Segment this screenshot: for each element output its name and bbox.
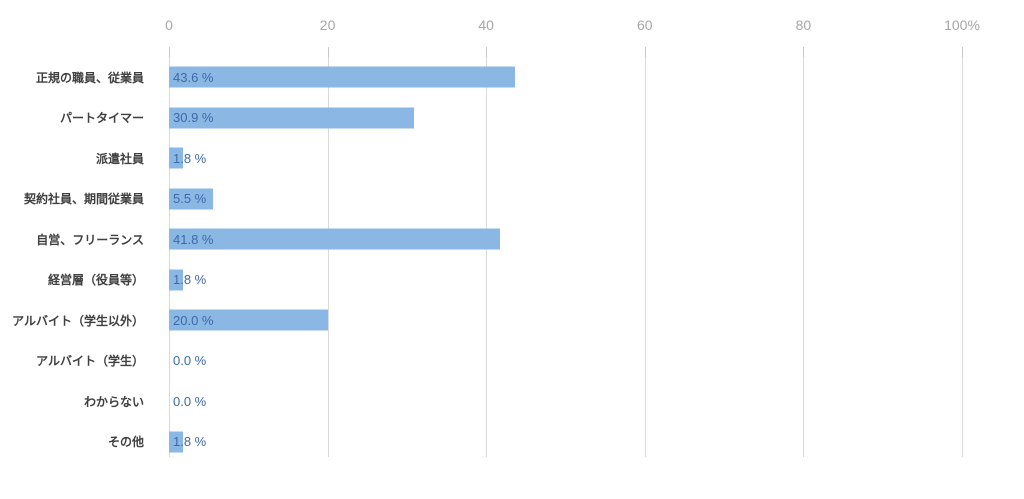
gridline: [486, 57, 488, 457]
value-label: 41.8 %: [173, 231, 214, 247]
value-label: 0.0 %: [173, 353, 207, 369]
value-label: 5.5 %: [173, 191, 207, 207]
bar: [169, 431, 184, 453]
value-label: 30.9 %: [173, 110, 214, 126]
bar-row: 正規の職員、従業員 43.6 %: [0, 57, 1024, 98]
bar: [169, 188, 213, 210]
bar-row: わからない 0.0 %: [0, 381, 1024, 422]
category-label: 自営、フリーランス: [36, 232, 144, 247]
value-label: 20.0 %: [173, 312, 214, 328]
category-label: アルバイト（学生以外）: [12, 313, 144, 328]
bar: [169, 269, 184, 291]
bar: [169, 66, 515, 88]
bar-row: その他 1.8 %: [0, 422, 1024, 463]
bar-row: 自営、フリーランス 41.8 %: [0, 219, 1024, 260]
bar: [169, 107, 415, 129]
category-label: アルバイト（学生）: [36, 354, 144, 369]
gridline: [327, 57, 329, 457]
x-axis-tick-label: 60: [637, 17, 653, 33]
value-label: 1.8 %: [173, 150, 207, 166]
category-label: 派遣社員: [95, 151, 144, 166]
category-label: パートタイマー: [59, 111, 144, 126]
bar-row: 派遣社員 1.8 %: [0, 138, 1024, 179]
axis-tickmark: [486, 47, 488, 57]
value-label: 1.8 %: [173, 272, 207, 288]
axis-tickmark: [644, 47, 646, 57]
axis-tickmark: [962, 47, 963, 57]
category-label: 契約社員、期間従業員: [23, 192, 144, 207]
category-label: 正規の職員、従業員: [35, 70, 144, 85]
x-axis-tick-label: 0: [165, 17, 173, 33]
gridline: [169, 57, 170, 457]
value-label: 0.0 %: [173, 393, 207, 409]
bar: [169, 309, 328, 331]
x-axis-tick-label: 40: [478, 17, 494, 33]
gridline: [644, 57, 646, 457]
gridline: [962, 57, 963, 457]
axis-tickmark: [803, 47, 805, 57]
bar: [169, 147, 184, 169]
value-label: 1.8 %: [173, 434, 207, 450]
bar-row: パートタイマー 30.9 %: [0, 98, 1024, 139]
axis-tickmark: [327, 47, 329, 57]
axis-tickmark: [169, 47, 170, 57]
x-axis-tick-label: 20: [319, 17, 336, 33]
category-label: 経営層（役員等）: [47, 273, 144, 288]
category-label: その他: [107, 435, 144, 450]
value-label: 43.6 %: [173, 69, 214, 85]
bar: [169, 228, 501, 250]
bar-row: アルバイト（学生以外） 20.0 %: [0, 300, 1024, 341]
x-axis-tick-label: 80: [795, 17, 812, 33]
category-label: わからない: [83, 394, 144, 409]
bar-row: 経営層（役員等） 1.8 %: [0, 260, 1024, 301]
x-axis-tick-label: 100%: [944, 17, 980, 33]
bar-row: アルバイト（学生） 0.0 %: [0, 341, 1024, 382]
bar-row: 契約社員、期間従業員 5.5 %: [0, 179, 1024, 220]
gridline: [803, 57, 805, 457]
